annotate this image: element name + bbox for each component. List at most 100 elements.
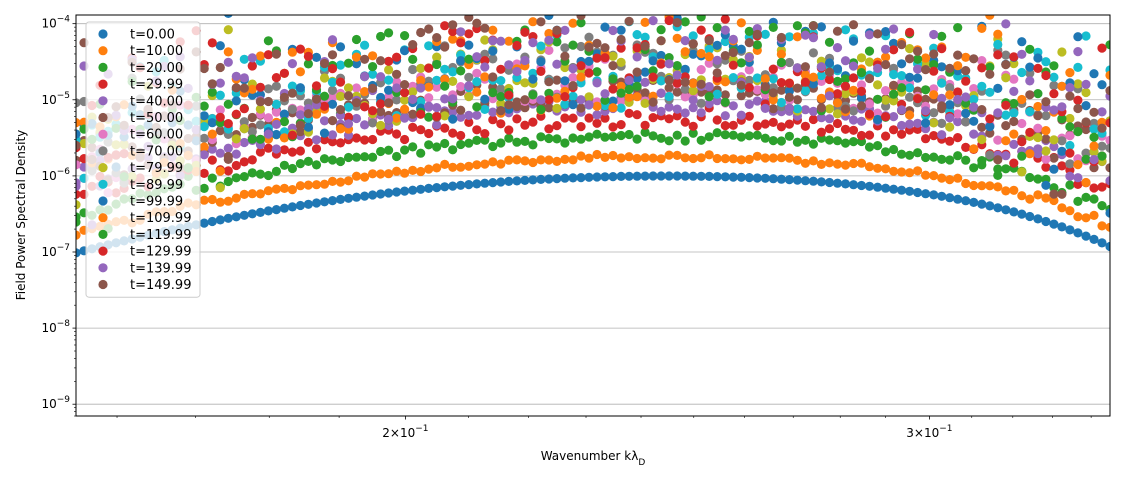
data-point <box>832 89 843 99</box>
data-point <box>680 117 690 127</box>
data-point <box>287 104 297 114</box>
legend-marker <box>98 179 108 189</box>
data-point <box>1097 80 1107 90</box>
data-point <box>351 98 362 108</box>
data-point <box>608 103 618 113</box>
data-point <box>945 113 955 123</box>
data-point <box>760 29 770 39</box>
data-point <box>1025 211 1035 222</box>
data-point <box>1065 206 1075 216</box>
data-point <box>624 108 634 118</box>
data-point <box>744 111 754 121</box>
data-point <box>207 129 217 139</box>
legend-label: t=89.99 <box>130 178 183 193</box>
data-point <box>1001 50 1011 60</box>
data-point <box>76 140 81 150</box>
data-point <box>688 121 698 131</box>
data-point <box>1041 193 1051 203</box>
data-point <box>961 108 971 118</box>
data-point <box>360 54 370 64</box>
data-point <box>335 138 346 148</box>
data-point <box>1001 136 1011 146</box>
data-point <box>672 111 682 121</box>
data-point <box>961 52 971 62</box>
data-point <box>856 80 867 90</box>
data-point <box>319 128 330 138</box>
data-point <box>1065 140 1075 151</box>
data-point <box>736 132 746 142</box>
data-point <box>1073 173 1083 183</box>
data-point <box>704 99 714 109</box>
data-point <box>1097 141 1107 151</box>
y-tick-label: 10−5 <box>41 91 70 107</box>
data-point <box>400 168 410 178</box>
data-point <box>368 152 378 162</box>
data-point <box>287 59 297 69</box>
data-point <box>897 59 907 69</box>
data-point <box>1081 101 1091 111</box>
data-point <box>464 117 474 127</box>
data-point <box>271 107 281 117</box>
data-point <box>496 84 506 94</box>
data-point <box>584 113 594 123</box>
data-point <box>215 105 225 115</box>
data-point <box>1033 214 1043 224</box>
data-point <box>672 171 682 181</box>
data-point <box>368 118 378 128</box>
data-point <box>1001 151 1011 161</box>
data-point <box>512 155 522 165</box>
data-point <box>456 130 466 141</box>
data-point <box>624 152 634 162</box>
data-point <box>640 41 650 51</box>
data-point <box>744 99 754 109</box>
data-point <box>704 35 714 46</box>
data-point <box>945 136 955 146</box>
legend-label: t=40.00 <box>130 94 183 109</box>
data-point <box>456 56 466 66</box>
data-point <box>544 35 554 45</box>
data-point <box>351 52 362 62</box>
data-point <box>368 169 378 179</box>
series-points <box>76 15 1110 199</box>
data-point <box>800 135 811 145</box>
data-point <box>576 61 586 71</box>
data-point <box>207 173 217 183</box>
data-point <box>239 137 249 148</box>
data-point <box>223 57 233 67</box>
data-point <box>632 73 642 84</box>
legend-label: t=79.99 <box>130 161 183 176</box>
data-point <box>223 15 233 18</box>
data-point <box>873 182 883 192</box>
data-point <box>945 122 955 132</box>
data-point <box>392 83 402 93</box>
data-point <box>632 134 642 144</box>
data-point <box>840 74 851 84</box>
data-point <box>816 70 827 81</box>
data-point <box>311 109 322 119</box>
data-point <box>327 116 338 126</box>
data-point <box>544 77 554 87</box>
data-point <box>488 72 498 82</box>
data-point <box>448 114 458 124</box>
data-point <box>368 134 378 145</box>
data-point <box>448 94 458 104</box>
data-point <box>864 30 875 40</box>
data-point <box>816 103 827 113</box>
data-point <box>640 98 650 108</box>
data-point <box>977 134 987 145</box>
data-point <box>239 73 249 83</box>
data-point <box>247 61 257 71</box>
data-point <box>608 172 618 182</box>
data-point <box>600 132 610 142</box>
data-point <box>921 118 931 128</box>
data-point <box>985 150 995 160</box>
data-point <box>881 112 891 122</box>
data-point <box>905 27 915 37</box>
data-point <box>985 62 995 72</box>
data-point <box>247 134 257 144</box>
data-point <box>488 54 498 64</box>
data-point <box>223 166 233 176</box>
data-point <box>76 200 81 210</box>
data-point <box>239 83 249 93</box>
legend-label: t=129.99 <box>130 245 191 260</box>
